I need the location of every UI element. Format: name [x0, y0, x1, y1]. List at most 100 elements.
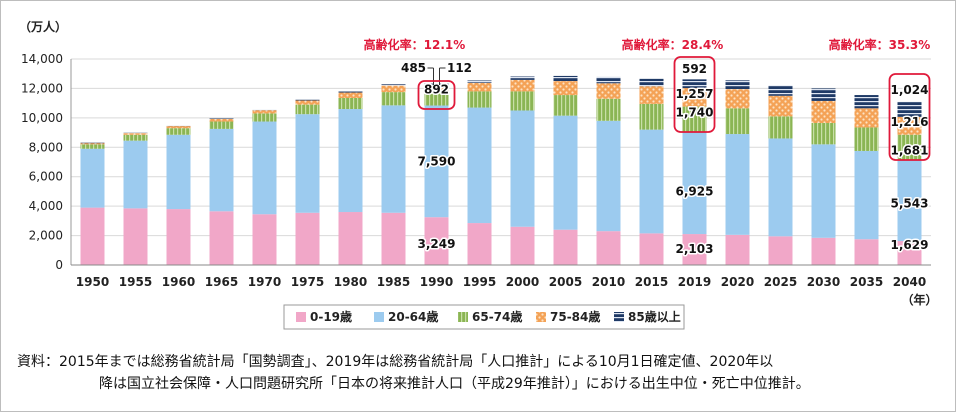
- legend-swatch: [458, 312, 468, 322]
- bar-segment: [682, 132, 707, 235]
- bar-segment: [639, 103, 664, 130]
- legend-label: 0-19歳: [310, 309, 352, 324]
- bar-segment: [897, 159, 922, 242]
- bar-segment: [725, 234, 750, 265]
- bar-segment: [768, 236, 793, 265]
- x-tick-label: 2010: [592, 275, 625, 289]
- legend-label: 85歳以上: [628, 309, 681, 324]
- data-label: 1,216: [891, 115, 929, 129]
- bar-segment: [639, 233, 664, 265]
- bar-segment: [338, 92, 363, 98]
- x-tick-label: 2005: [549, 275, 582, 289]
- bar-segment: [510, 79, 535, 92]
- highlight-box: [888, 73, 931, 161]
- data-label: 1,740: [676, 106, 714, 120]
- data-label: 2,103: [676, 242, 714, 256]
- y-tick-label: 14,000: [21, 52, 63, 66]
- bar-segment: [123, 140, 148, 209]
- bar-segment: [725, 134, 750, 235]
- population-chart: 3,249 7,590 892 485 112 2,103 6,925 1,740 1,257 5…: [19, 19, 938, 330]
- bar-segment: [209, 211, 234, 265]
- bar-segment: [467, 82, 492, 92]
- data-label: 3,249: [418, 237, 456, 251]
- bar-segment: [553, 229, 578, 265]
- x-tick-label: 1985: [377, 275, 410, 289]
- data-label: 1,257: [676, 87, 714, 101]
- bar-segment: [295, 104, 320, 115]
- bar-segment: [252, 121, 277, 215]
- aging-rate-annotation: 高齢化率：12.1%: [364, 37, 466, 52]
- bar-segment: [811, 88, 836, 101]
- data-label: 1,629: [891, 238, 929, 252]
- bar-segment: [897, 101, 922, 117]
- bar-segment: [424, 105, 449, 218]
- legend-swatch: [296, 312, 306, 322]
- bar-segment: [467, 107, 492, 224]
- y-tick-label: 6,000: [29, 170, 63, 184]
- data-label: 112: [447, 61, 472, 75]
- bar-segment: [596, 231, 621, 265]
- y-unit-label: （万人）: [19, 19, 67, 34]
- bar-segment: [381, 105, 406, 213]
- bar-segment: [639, 129, 664, 234]
- legend-swatch: [536, 312, 546, 322]
- data-label: 592: [682, 62, 707, 76]
- bar-segment: [381, 92, 406, 106]
- x-tick-label: 1990: [420, 275, 453, 289]
- aging-rate-annotation: 高齢化率：28.4%: [622, 37, 724, 52]
- bar-segment: [768, 95, 793, 117]
- data-label: 7,590: [418, 154, 456, 168]
- x-tick-label: 2030: [807, 275, 840, 289]
- bar-segment: [510, 110, 535, 227]
- bar-segment: [424, 85, 449, 93]
- bar-segment: [295, 114, 320, 213]
- bar-segment: [725, 108, 750, 135]
- bar-segment: [854, 127, 879, 151]
- x-tick-label: 1975: [291, 275, 324, 289]
- bar-segment: [123, 134, 148, 141]
- bar-segment: [123, 208, 148, 265]
- x-tick-label: 1970: [248, 275, 281, 289]
- bar-segment: [166, 128, 191, 135]
- bar-segment: [467, 223, 492, 265]
- bar-segment: [897, 134, 922, 160]
- bar-segment: [338, 212, 363, 265]
- x-tick-label: 1980: [334, 275, 367, 289]
- bar-segment: [381, 85, 406, 93]
- bar-segment: [811, 144, 836, 238]
- x-tick-label: 1995: [463, 275, 496, 289]
- x-tick-label: 2000: [506, 275, 539, 289]
- bar-segment: [768, 85, 793, 96]
- bar-segment: [209, 118, 234, 120]
- bar-segment: [166, 209, 191, 265]
- x-tick-label: 1960: [162, 275, 195, 289]
- x-tick-label: 2019: [678, 275, 711, 289]
- bar-segment: [553, 75, 578, 82]
- bar-segment: [80, 142, 105, 144]
- data-label: 5,543: [891, 196, 929, 210]
- x-tick-label: 2035: [850, 275, 883, 289]
- bar-segment: [553, 115, 578, 230]
- bar-segment: [811, 237, 836, 265]
- highlight-box: [673, 56, 716, 133]
- data-label: 485: [401, 61, 426, 75]
- bar-segment: [424, 217, 449, 265]
- bar-segment: [80, 148, 105, 208]
- bar-segment: [209, 118, 234, 122]
- data-label: 892: [424, 82, 449, 96]
- bar-segment: [682, 79, 707, 89]
- bar-segment: [166, 134, 191, 210]
- data-label: 1,681: [891, 144, 929, 158]
- highlight-box: [417, 80, 456, 110]
- y-tick-label: 8,000: [29, 140, 63, 154]
- bar-segment: [381, 212, 406, 265]
- bar-segment: [897, 241, 922, 265]
- bar-segment: [338, 91, 363, 93]
- bar-segment: [424, 92, 449, 106]
- y-tick-label: 2,000: [29, 229, 63, 243]
- x-unit-label: （年）: [901, 292, 937, 307]
- bar-segment: [381, 84, 406, 86]
- bar-segment: [682, 234, 707, 265]
- bar-segment: [166, 125, 191, 127]
